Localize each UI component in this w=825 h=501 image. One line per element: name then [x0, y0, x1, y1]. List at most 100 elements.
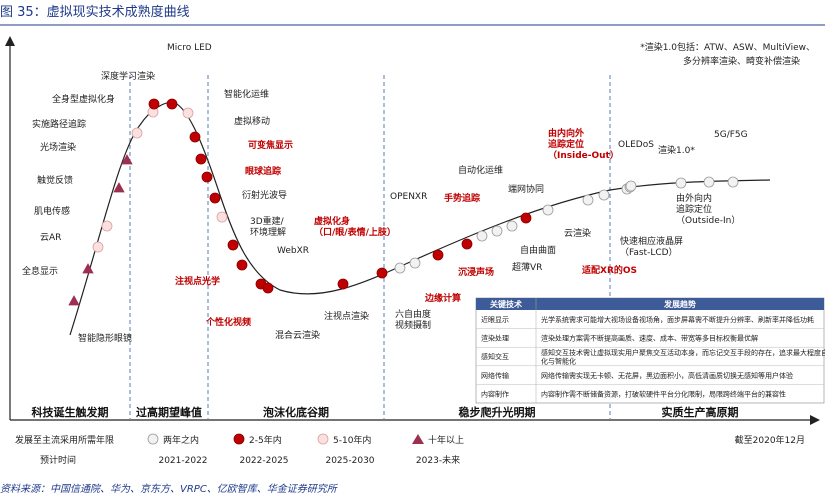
marker-diffractive-eyeglasses — [68, 295, 80, 306]
label-eye-tracking: 眼球追踪 — [245, 165, 281, 177]
marker-gesture-tracking — [476, 230, 488, 242]
marker-haptic-feedback — [113, 182, 125, 193]
legend-title-line-2: 预计时间 — [40, 454, 76, 466]
label-deep-learning-rendering: 深度学习渲染 — [101, 70, 155, 82]
table-header-bar — [476, 298, 824, 310]
marker-intelligent-ops — [182, 107, 194, 119]
marker-edge-computing — [432, 249, 444, 261]
label-outside-in-line-1: 由外向内 — [676, 192, 712, 204]
marker-holographic-display — [82, 263, 94, 274]
marker-deep-learning-rendering — [148, 98, 160, 110]
marker-5g-f5g — [727, 176, 739, 188]
table-cell-trend: 渲染处理方案需不断提高画质、速度、成本、带宽等多目标权衡最优解 — [541, 334, 758, 343]
marker-foveated-rendering — [337, 278, 349, 290]
marker-oledos — [625, 180, 637, 192]
figure-title: 图 35：虚拟现实技术成熟度曲线 — [0, 4, 190, 20]
phase-label-slope: 稳步爬升光明期 — [459, 405, 536, 419]
table-cell-tech: 内容制作 — [481, 389, 509, 398]
label-xr-os: 适配XR的OS — [582, 264, 637, 276]
legend-label-5-10y: 5-10年内 — [333, 434, 371, 446]
label-5g-f5g: 5G/F5G — [714, 130, 748, 140]
label-oledos: OLEDoS — [618, 140, 654, 150]
label-light-field-rendering: 光场渲染 — [40, 141, 76, 153]
marker-6dof-video — [394, 262, 406, 274]
marker-3d-reconstruction — [216, 211, 228, 223]
table-header-trend: 发展趋势 — [663, 299, 696, 309]
marker-ultra-thin-vr — [506, 220, 518, 232]
marker-openxr — [409, 257, 421, 269]
legend-marker-2-5y — [233, 433, 245, 445]
table-cell-trend: 内容制作需不断储备资源，打破软硬件平台分化限制，局限跨终端平台的兼容性 — [541, 389, 786, 398]
marker-free-surface — [542, 204, 554, 216]
marker-personalized-video — [236, 259, 248, 271]
marker-device-cloud-sync — [520, 212, 532, 224]
curve-markers — [68, 98, 739, 306]
trends-table: 关键技术 发展趋势 近眼显示 光学系统需求可能增大视场设备视场角，面步屏幕需不断提… — [475, 297, 825, 404]
label-full-body-avatar: 全身型虚拟化身 — [52, 93, 115, 105]
marker-micro-led — [166, 98, 178, 110]
legend-period-over-10y: 2023-未来 — [416, 454, 460, 466]
legend-marker-5-10y — [317, 433, 329, 445]
table-cell-tech: 渲染处理 — [481, 334, 509, 343]
legend-title-line-1: 发展至主流采用所需年限 — [15, 434, 114, 446]
render-note-line-2: 多分辨率渲染、畸变补偿渲染 — [683, 55, 800, 67]
technology-labels: 智能隐形眼镜 全息显示 云AR 肌电传感 触觉反馈 光场渲染 实施路径追踪 全身型虚拟化身 深度… — [22, 43, 748, 344]
table-cell-tech: 近眼显示 — [481, 315, 509, 324]
label-virtual-avatar-line-1: 虚拟化身 — [314, 215, 350, 227]
label-fast-lcd-line-1: 快速相应液晶屏 — [620, 235, 683, 247]
label-holographic-display: 全息显示 — [22, 265, 58, 277]
marker-path-tracing — [131, 127, 143, 139]
label-varifocal-display: 可变焦显示 — [248, 139, 293, 151]
label-gesture-tracking: 手势追踪 — [444, 192, 480, 204]
marker-varifocal-display — [195, 153, 207, 165]
label-edge-computing: 边缘计算 — [424, 292, 461, 304]
cutoff-date: 截至2020年12月 — [735, 434, 805, 446]
label-cloud-ar: 云AR — [40, 233, 61, 243]
legend-period-2-5y: 2022-2025 — [239, 456, 288, 466]
label-openxr: OPENXR — [390, 192, 427, 202]
table-rows: 近眼显示 光学系统需求可能增大视场设备视场角，面步屏幕需不断提升分辨率、刷新率并降… — [476, 315, 825, 398]
label-3d-reconstruction-line-2: 环境理解 — [250, 226, 286, 238]
legend-label-2-5y: 2-5年内 — [249, 434, 282, 446]
marker-virtual-avatar — [376, 267, 388, 279]
marker-immersive-audio — [461, 238, 473, 250]
marker-myoelectric-sensing — [101, 220, 113, 232]
label-outside-in-line-2: 追踪定位 — [676, 203, 712, 215]
table-cell-trend: 感知交互技术需让虚拟现实用户聚焦交互活动本身，而忘记交互手段的存在，追求最大程度… — [541, 348, 825, 357]
table-cell-trend: 化与智能化 — [541, 357, 576, 366]
table-cell-trend: 网络传输需实现无卡顿、无花屏，黑边面积小，高低清画质切换无感知等用户体验 — [541, 371, 793, 380]
table-cell-trend: 光学系统需求可能增大视场设备视场角，面步屏幕需不断提升分辨率、刷新率并降低功耗 — [541, 315, 814, 324]
legend-label-within-2y: 两年之内 — [163, 434, 199, 446]
label-outside-in-line-3: （Outside-In） — [676, 215, 740, 226]
table-cell-tech: 感知交互 — [481, 352, 509, 361]
label-haptic-feedback: 触觉反馈 — [37, 174, 73, 186]
label-myoelectric-sensing: 肌电传感 — [34, 205, 70, 217]
phase-label-plateau: 实质生产高原期 — [662, 405, 739, 419]
table-cell-tech: 网络传输 — [481, 371, 509, 380]
label-ultra-thin-vr: 超薄VR — [512, 261, 542, 273]
label-webxr: WebXR — [277, 246, 309, 256]
legend: 发展至主流采用所需年限 预计时间 两年之内 2021-2022 2-5年内 20… — [15, 433, 805, 466]
marker-hybrid-cloud-rendering — [262, 282, 274, 294]
legend-marker-within-2y — [147, 433, 159, 445]
marker-outside-in — [703, 176, 715, 188]
phase-label-trigger: 科技诞生触发期 — [32, 405, 109, 419]
label-path-tracing: 实施路径追踪 — [32, 118, 86, 130]
marker-inside-out — [598, 189, 610, 201]
label-rendering-1: 渲染1.0* — [658, 144, 695, 156]
marker-light-field-rendering — [121, 154, 133, 165]
label-virtual-mobility: 虚拟移动 — [234, 115, 270, 127]
label-cloud-rendering: 云渲染 — [564, 227, 591, 239]
label-automated-ops: 自动化运维 — [458, 164, 503, 176]
marker-cloud-rendering — [582, 194, 594, 206]
legend-marker-over-10y — [412, 434, 424, 444]
marker-eye-tracking — [201, 171, 213, 183]
label-3d-reconstruction-line-1: 3D重建/ — [250, 215, 285, 227]
legend-period-within-2y: 2021-2022 — [158, 456, 207, 466]
source-footnote: 资料来源：中国信通院、华为、京东方、VRPC、亿欧智库、华金证券研究所 — [0, 483, 339, 495]
label-virtual-avatar-line-2: （口/眼/表情/上肢） — [314, 226, 396, 238]
legend-period-5-10y: 2025-2030 — [325, 456, 374, 466]
y-axis-arrow — [5, 36, 15, 46]
label-micro-led: Micro LED — [167, 43, 212, 53]
